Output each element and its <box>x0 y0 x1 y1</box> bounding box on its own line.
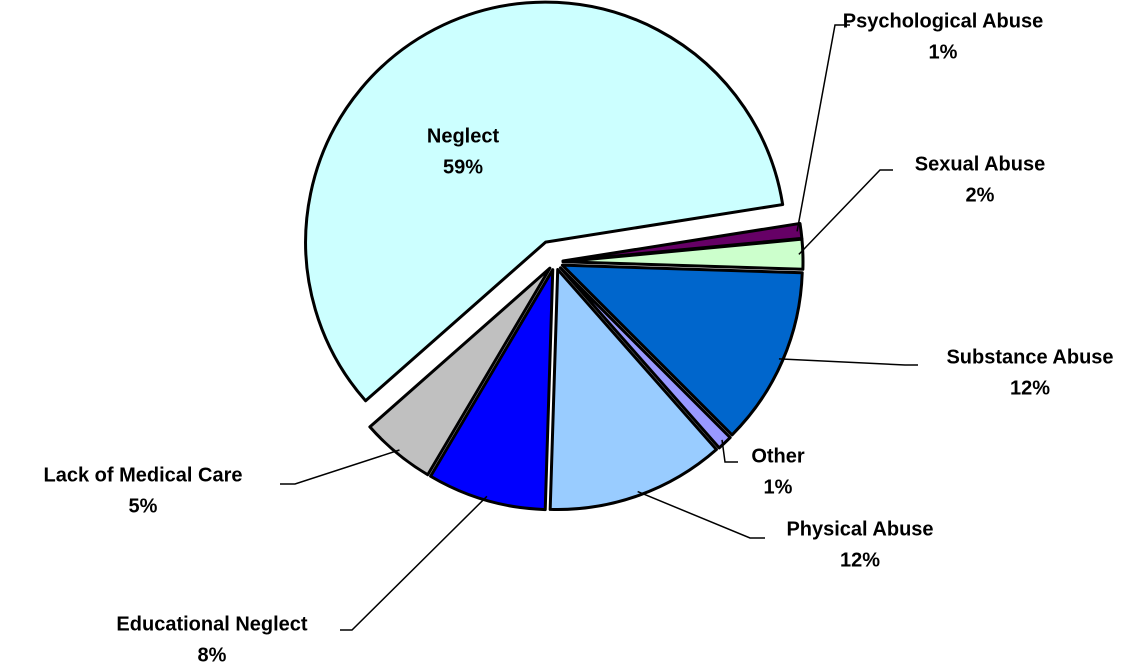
pie-slice <box>304 0 785 403</box>
slice-value-label: 2% <box>966 184 995 206</box>
slice-label: Sexual Abuse <box>915 153 1045 175</box>
slice-label: Neglect <box>427 125 500 147</box>
pie-slice <box>548 268 718 511</box>
slice-label: Physical Abuse <box>786 518 933 540</box>
pie-slice <box>368 266 552 477</box>
slice-label: Lack of Medical Care <box>44 464 243 486</box>
slice-value-label: 59% <box>443 156 483 178</box>
pie-slice <box>558 266 732 450</box>
slice-label: Educational Neglect <box>116 613 307 635</box>
slice-value-label: 5% <box>129 495 158 517</box>
leader-line <box>340 495 488 631</box>
leader-line <box>796 24 850 232</box>
leader-line <box>637 490 765 539</box>
slice-value-label: 1% <box>764 476 793 498</box>
pie-slice <box>429 268 555 512</box>
pie-slice <box>560 263 804 437</box>
slice-label: Psychological Abuse <box>843 10 1043 32</box>
slice-label: Other <box>751 445 805 467</box>
leader-line <box>778 358 918 366</box>
pie-slice <box>561 237 805 271</box>
slice-value-label: 12% <box>1010 377 1050 399</box>
leader-line <box>721 439 738 463</box>
slice-value-label: 1% <box>929 41 958 63</box>
leader-line <box>280 449 400 485</box>
slice-value-label: 12% <box>840 549 880 571</box>
leader-line <box>798 169 893 255</box>
slice-label: Substance Abuse <box>946 346 1113 368</box>
slice-value-label: 8% <box>198 644 227 666</box>
